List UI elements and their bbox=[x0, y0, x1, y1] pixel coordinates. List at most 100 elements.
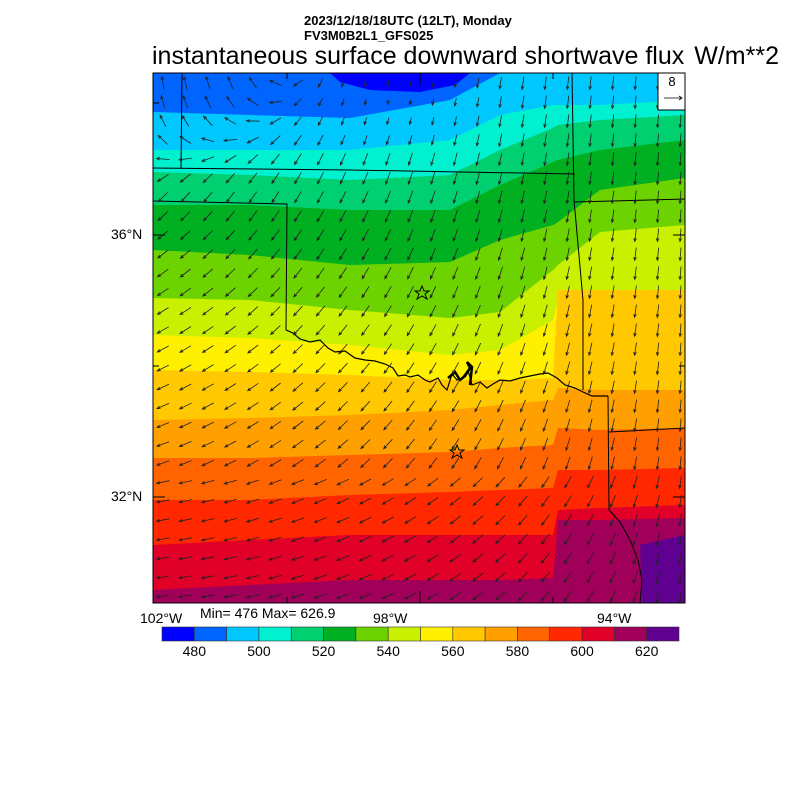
wind-arrow-icon bbox=[543, 114, 547, 129]
wind-arrow-icon bbox=[430, 228, 436, 243]
wind-arrow-icon bbox=[362, 190, 369, 204]
wind-arrow-icon bbox=[223, 518, 237, 523]
model-subtitle: FV3M0B2L1_GFS025 bbox=[304, 28, 434, 43]
wind-arrow-icon bbox=[610, 228, 615, 243]
wind-arrow-icon bbox=[360, 400, 371, 412]
wind-arrow-icon bbox=[543, 190, 548, 205]
wind-arrow-icon bbox=[633, 114, 637, 129]
wind-arrow-icon bbox=[268, 536, 282, 542]
wind-arrow-icon bbox=[183, 75, 188, 90]
wind-arrow-icon bbox=[472, 496, 484, 507]
wind-arrow-icon bbox=[271, 172, 280, 185]
wind-arrow-icon bbox=[179, 230, 191, 241]
wind-arrow-icon bbox=[655, 228, 660, 243]
wind-arrow-icon bbox=[565, 266, 570, 281]
wind-arrow-icon bbox=[313, 498, 327, 504]
wind-arrow-icon bbox=[290, 555, 305, 561]
colorbar-swatch bbox=[226, 626, 260, 642]
wind-arrow-icon bbox=[474, 457, 482, 470]
wind-arrow-icon bbox=[610, 399, 615, 414]
wind-arrow-icon bbox=[294, 172, 302, 185]
colorbar-swatch bbox=[614, 626, 647, 642]
wind-arrow-icon bbox=[610, 76, 615, 91]
wind-arrow-icon bbox=[588, 399, 593, 414]
wind-arrow-icon bbox=[542, 361, 548, 376]
wind-arrow-icon bbox=[497, 438, 504, 451]
wind-arrow-icon bbox=[565, 209, 570, 224]
wind-arrow-icon bbox=[404, 535, 417, 543]
colorbar-tick-label: 600 bbox=[570, 643, 594, 659]
wind-arrow-icon bbox=[655, 209, 660, 224]
colorbar-swatch bbox=[646, 626, 680, 642]
units-label: W/m**2 bbox=[694, 42, 779, 70]
wind-arrow-icon bbox=[313, 574, 327, 580]
wind-arrow-icon bbox=[610, 114, 615, 129]
shortwave-flux-field bbox=[153, 73, 685, 603]
wind-arrow-icon bbox=[475, 266, 481, 281]
wind-arrow-icon bbox=[292, 401, 304, 411]
wind-arrow-icon bbox=[156, 268, 169, 278]
wind-arrow-icon bbox=[339, 248, 347, 261]
wind-arrow-icon bbox=[225, 229, 236, 241]
wind-arrow-icon bbox=[565, 380, 571, 395]
wind-arrow-icon bbox=[633, 380, 637, 395]
wind-arrow-icon bbox=[156, 345, 169, 353]
wind-arrow-icon bbox=[336, 555, 350, 561]
wind-arrow-icon bbox=[678, 399, 682, 414]
wind-arrow-icon bbox=[403, 573, 417, 581]
wind-arrow-icon bbox=[678, 152, 682, 167]
wind-arrow-icon bbox=[178, 518, 192, 523]
wind-arrow-icon bbox=[543, 152, 547, 167]
wind-arrow-icon bbox=[678, 209, 682, 224]
wind-arrow-icon bbox=[315, 363, 326, 374]
wind-arrow-icon bbox=[201, 325, 214, 335]
wind-arrow-icon bbox=[452, 343, 459, 356]
wind-arrow-icon bbox=[336, 536, 350, 542]
wind-arrow-icon bbox=[339, 229, 347, 242]
wind-arrow-icon bbox=[655, 171, 660, 186]
wind-arrow-icon bbox=[204, 95, 212, 109]
wind-arrow-icon bbox=[381, 554, 394, 562]
colorbar-tick-label: 540 bbox=[376, 643, 400, 659]
wind-arrow-icon bbox=[475, 115, 480, 128]
wind-arrow-icon bbox=[269, 382, 281, 392]
wind-arrow-icon bbox=[386, 79, 390, 88]
wind-arrow-icon bbox=[223, 421, 237, 429]
wind-arrow-icon bbox=[384, 305, 392, 318]
wind-arrow-icon bbox=[655, 532, 660, 547]
wind-arrow-icon bbox=[247, 268, 258, 279]
wind-arrow-icon bbox=[586, 590, 595, 603]
wind-arrow-icon bbox=[179, 249, 191, 259]
wind-arrow-icon bbox=[200, 156, 215, 162]
wind-arrow-icon bbox=[268, 498, 282, 504]
wind-arrow-icon bbox=[313, 593, 327, 599]
wind-arrow-icon bbox=[246, 421, 259, 429]
wind-arrow-icon bbox=[565, 323, 570, 338]
wind-arrow-icon bbox=[407, 286, 414, 299]
oklahoma-panhandle-border bbox=[153, 200, 288, 331]
wind-arrow-icon bbox=[655, 399, 660, 414]
wind-arrow-icon bbox=[362, 210, 369, 223]
wind-arrow-icon bbox=[520, 152, 525, 167]
wind-arrow-icon bbox=[317, 172, 324, 185]
wind-arrow-icon bbox=[156, 288, 169, 297]
axis-ticks bbox=[153, 73, 685, 603]
wind-arrow-icon bbox=[155, 518, 170, 523]
wind-arrow-icon bbox=[223, 556, 237, 561]
wind-arrow-icon bbox=[157, 211, 169, 222]
wind-arrow-icon bbox=[430, 266, 436, 280]
wind-arrow-icon bbox=[316, 248, 325, 261]
wind-arrow-icon bbox=[565, 152, 570, 167]
wind-arrow-icon bbox=[542, 399, 548, 414]
wind-arrow-icon bbox=[270, 153, 280, 165]
wind-arrow-icon bbox=[565, 76, 570, 91]
wind-arrow-icon bbox=[223, 479, 237, 485]
wind-arrow-icon bbox=[429, 285, 437, 299]
wind-arrow-icon bbox=[678, 418, 682, 433]
wind-arrow-icon bbox=[339, 210, 347, 223]
wind-arrow-icon bbox=[337, 439, 349, 449]
wind-arrow-icon bbox=[200, 480, 215, 485]
lat-label-32n: 32°N bbox=[111, 488, 143, 504]
wind-arrow-icon bbox=[655, 285, 660, 300]
wind-arrow-icon bbox=[518, 495, 528, 507]
